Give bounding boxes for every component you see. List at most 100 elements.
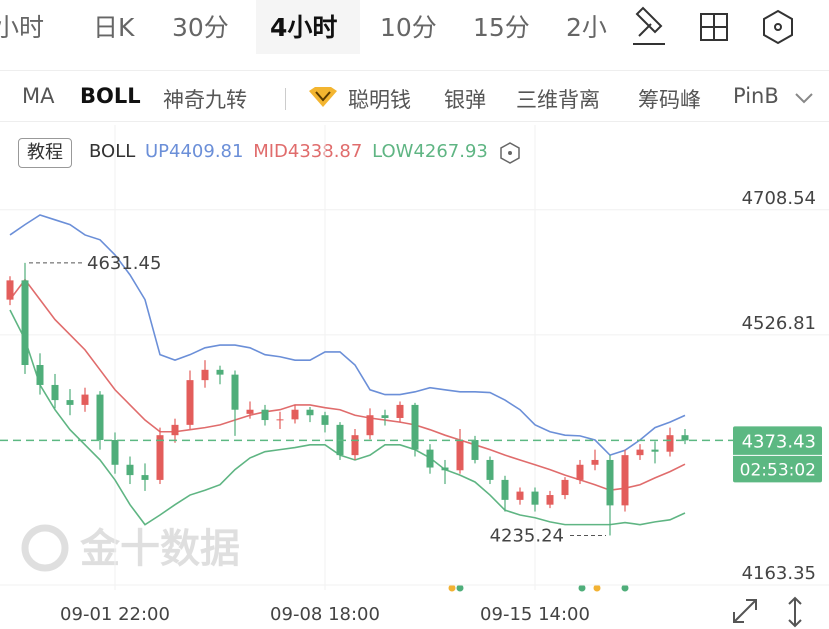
divider xyxy=(0,121,829,122)
tab[interactable]: 4小时 xyxy=(270,13,338,42)
indicator-name: BOLL xyxy=(89,141,136,162)
y-tick-label: 4163.35 xyxy=(742,563,816,584)
candle-body xyxy=(21,280,29,365)
band-line xyxy=(9,278,686,492)
legend-entry: UP4409.81 xyxy=(145,141,243,162)
candle-body xyxy=(621,455,629,506)
candle-body xyxy=(486,459,494,480)
legend-value: 4409.81 xyxy=(169,141,244,162)
candle-body xyxy=(576,464,584,480)
x-tick-label: 09-08 18:00 xyxy=(270,604,380,625)
tab[interactable]: 15分 xyxy=(473,13,530,42)
candle-body xyxy=(66,400,74,405)
event-dot xyxy=(456,584,464,592)
watermark: 金十数据 xyxy=(21,524,240,572)
tab[interactable]: 10分 xyxy=(380,13,437,42)
candle-body xyxy=(186,380,194,425)
candle-body xyxy=(501,479,509,500)
candle-body xyxy=(96,394,104,440)
candle-body xyxy=(261,409,269,421)
x-tick-label: 09-15 14:00 xyxy=(480,604,590,625)
candle-body xyxy=(426,449,434,468)
active-tab-bg xyxy=(256,0,360,54)
candle-body xyxy=(666,435,674,452)
event-dot xyxy=(593,584,601,592)
candle-body xyxy=(126,464,134,476)
candle-body xyxy=(321,415,329,425)
tab[interactable]: 30分 xyxy=(172,13,229,42)
price-label: 4373.43 xyxy=(742,431,816,452)
band-line xyxy=(9,214,686,457)
candle-body xyxy=(366,415,374,436)
indicator[interactable]: 神奇九转 xyxy=(163,88,247,112)
draw-icon[interactable] xyxy=(633,6,665,45)
high-label: 4631.45 xyxy=(87,253,161,274)
toolbar-icons xyxy=(633,6,793,45)
divider xyxy=(0,70,829,71)
indicator[interactable]: 三维背离 xyxy=(516,88,600,112)
indicator[interactable]: 筹码峰 xyxy=(638,88,701,112)
candle-body xyxy=(381,415,389,418)
y-tick-label: 4708.54 xyxy=(742,188,816,209)
legend: BOLL UP4409.81 MID4338.87 LOW4267.93 xyxy=(89,141,488,162)
candle-body xyxy=(36,365,44,385)
candle-body xyxy=(171,424,179,436)
candle-body xyxy=(456,440,464,471)
settings-icon[interactable] xyxy=(763,9,793,45)
indicator[interactable]: MA xyxy=(22,84,55,108)
candle-body xyxy=(636,449,644,456)
legend-value: 4267.93 xyxy=(413,141,488,162)
event-dot xyxy=(578,584,586,592)
candle-body xyxy=(561,479,569,496)
layout-icon[interactable] xyxy=(700,13,728,41)
tutorial-button[interactable]: 教程 xyxy=(18,138,72,168)
zoom-icons[interactable] xyxy=(733,596,802,628)
candle-body xyxy=(471,440,479,460)
expand-chevron[interactable] xyxy=(792,88,816,108)
candle-body xyxy=(276,419,284,421)
indicator[interactable]: BOLL xyxy=(80,84,141,108)
candle-body xyxy=(546,495,554,505)
smart-money-icon xyxy=(309,87,337,107)
tab[interactable]: 2小 xyxy=(566,13,607,42)
legend-name: UP xyxy=(145,141,170,162)
candle-body xyxy=(681,435,689,441)
candle-body xyxy=(531,491,539,505)
event-markers xyxy=(448,584,629,592)
candle-body xyxy=(306,409,314,416)
candle-body xyxy=(291,409,299,420)
candle-body xyxy=(351,435,359,456)
candle-body xyxy=(246,409,254,414)
candle-body xyxy=(141,475,149,480)
candle-body xyxy=(516,491,524,500)
event-dot xyxy=(448,584,456,592)
candle-body xyxy=(111,440,119,465)
legend-name: LOW xyxy=(372,141,414,162)
candle-body xyxy=(156,435,164,480)
indicator[interactable]: PinB xyxy=(733,84,779,108)
candle-body xyxy=(81,394,89,405)
candle-body xyxy=(396,404,404,418)
candle-body xyxy=(606,459,614,506)
candle-body xyxy=(216,369,224,375)
candle-body xyxy=(201,369,209,381)
legend-name: MID xyxy=(253,141,288,162)
x-tick-label: 09-01 22:00 xyxy=(60,604,170,625)
candle-body xyxy=(51,384,59,401)
legend-entry: LOW4267.93 xyxy=(372,141,488,162)
indicator[interactable]: 聪明钱 xyxy=(348,88,411,112)
band-line xyxy=(9,309,686,526)
plot: 4708.54 4526.81 4163.35 09-01 22:00 09-08 18… xyxy=(0,125,829,625)
separator xyxy=(285,88,286,110)
watermark-text: 金十数据 xyxy=(79,526,240,572)
legend-settings-icon[interactable] xyxy=(498,141,522,165)
candle-body xyxy=(651,449,659,452)
indicator[interactable]: 银弹 xyxy=(444,88,486,112)
candle-body xyxy=(591,459,599,465)
y-tick-label: 4526.81 xyxy=(742,313,816,334)
tab[interactable]: 小时 xyxy=(0,13,45,42)
tab[interactable]: 日K xyxy=(93,13,135,42)
event-dot xyxy=(621,584,629,592)
